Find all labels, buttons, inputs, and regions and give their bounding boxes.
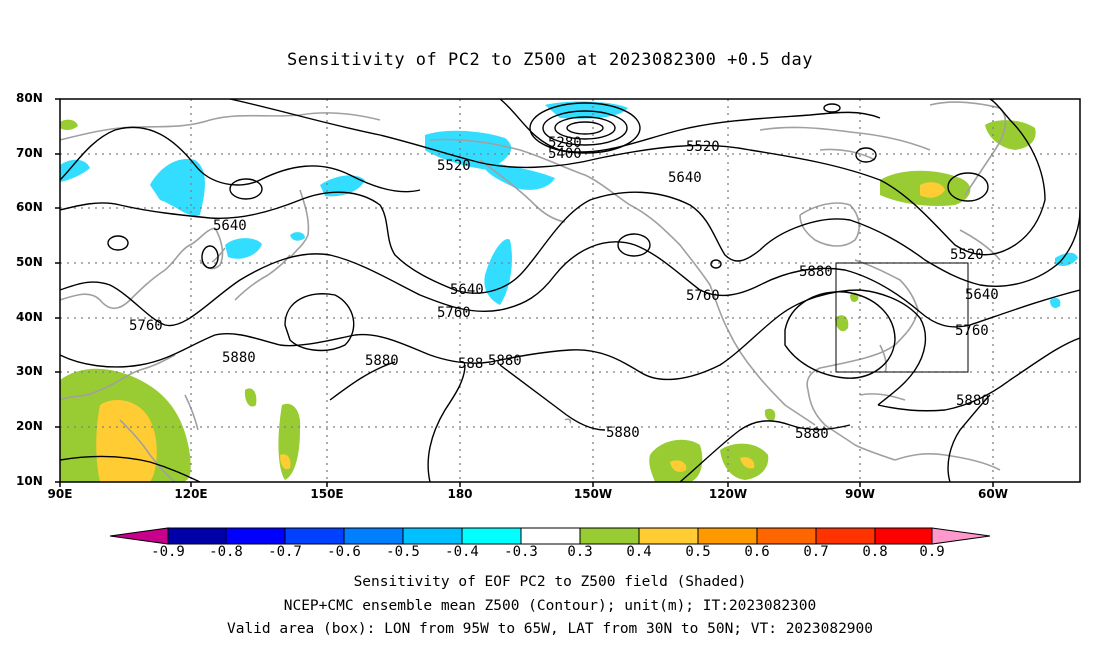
- lon-label: 90W: [845, 487, 875, 501]
- colorbar-cell: [402, 527, 463, 545]
- lat-label: 50N: [16, 255, 43, 269]
- colorbar-label: -0.7: [268, 544, 302, 560]
- colorbar-cell: [874, 527, 933, 545]
- colorbar-cell: [343, 527, 404, 545]
- contour-label: 5520: [950, 247, 984, 263]
- contour-label: 5880: [799, 264, 833, 280]
- colorbar-cell: [756, 527, 817, 545]
- colorbar-cell: [520, 527, 581, 545]
- lat-label: 10N: [16, 474, 43, 488]
- colorbar-cell: [284, 527, 345, 545]
- lat-label: 40N: [16, 310, 43, 324]
- colorbar-cell: [167, 527, 227, 545]
- contour-label: 5640: [965, 287, 999, 303]
- colorbar-label: -0.5: [386, 544, 420, 560]
- contour-label: 5760: [955, 323, 989, 339]
- lat-label: 80N: [16, 91, 43, 105]
- positive-sensitivity-green: [60, 119, 1036, 482]
- negative-sensitivity-areas: [60, 101, 1078, 308]
- lon-label: 90E: [47, 487, 73, 501]
- colorbar-right-arrow: [931, 527, 991, 545]
- contour-label: 5760: [686, 288, 720, 304]
- lat-label: 70N: [16, 146, 43, 160]
- colorbar-cell: [697, 527, 758, 545]
- contour-label: 5760: [437, 305, 471, 321]
- lon-label: 120E: [174, 487, 208, 501]
- lon-label: 60W: [978, 487, 1008, 501]
- colorbar-label: 0.6: [744, 544, 770, 560]
- colorbar-label: 0.8: [862, 544, 888, 560]
- contour-label: 5880: [488, 353, 522, 369]
- colorbar-cell: [579, 527, 640, 545]
- colorbar-label: -0.9: [151, 544, 185, 560]
- colorbar-label: 0.4: [626, 544, 652, 560]
- colorbar-cell: [225, 527, 286, 545]
- colorbar-label: -0.4: [445, 544, 479, 560]
- contour-label: 5400: [548, 146, 582, 162]
- colorbar: [109, 527, 991, 545]
- contour-label: 5280: [548, 135, 582, 151]
- contour-label: 5640: [450, 282, 484, 298]
- colorbar-cell: [815, 527, 876, 545]
- lat-label: 20N: [16, 419, 43, 433]
- lat-label: 60N: [16, 200, 43, 214]
- contour-label: 5520: [686, 139, 720, 155]
- positive-sensitivity-yellow: [96, 182, 945, 482]
- lat-label: 30N: [16, 364, 43, 378]
- contour-label: 5640: [213, 218, 247, 234]
- grid-lines: [60, 99, 1080, 482]
- lon-label: 150W: [573, 487, 613, 501]
- lon-label: 150E: [310, 487, 344, 501]
- caption-line: Valid area (box): LON from 95W to 65W, L…: [226, 621, 873, 637]
- coastlines: [60, 101, 1007, 482]
- colorbar-left-arrow: [109, 527, 169, 545]
- contour-label-group: 5280 5400 5520 5520 5520 5640 5640 5640 …: [129, 135, 999, 442]
- colorbar-label: 0.5: [685, 544, 711, 560]
- contour-label: 5880: [606, 425, 640, 441]
- shaded-sensitivity-layer: [60, 101, 1078, 482]
- lon-label: 120W: [708, 487, 748, 501]
- axis-ticks: [55, 98, 994, 487]
- colorbar-cell: [638, 527, 699, 545]
- contour-label: 5760: [129, 318, 163, 334]
- lon-label: 180: [447, 487, 473, 501]
- contour-label: 5520: [437, 158, 471, 174]
- colorbar-label: 0.3: [567, 544, 593, 560]
- colorbar-label: -0.6: [327, 544, 361, 560]
- colorbar-label: -0.3: [504, 544, 538, 560]
- valid-area-box: [835, 262, 969, 373]
- colorbar-label: 0.9: [919, 544, 945, 560]
- contour-label: 5880: [956, 393, 990, 409]
- contour-label: 5880: [795, 426, 829, 442]
- contour-label: 5640: [668, 170, 702, 186]
- colorbar-label: -0.8: [209, 544, 243, 560]
- colorbar-cell: [461, 527, 522, 545]
- contour-label: 5880: [222, 350, 256, 366]
- contour-label-truncated: 588: [458, 356, 483, 372]
- colorbar-label: 0.7: [803, 544, 829, 560]
- contour-label: 5880: [365, 353, 399, 369]
- caption-line: NCEP+CMC ensemble mean Z500 (Contour); u…: [283, 598, 817, 614]
- caption-line: Sensitivity of EOF PC2 to Z500 field (Sh…: [353, 574, 747, 590]
- map-border: [59, 98, 1081, 483]
- map-title: Sensitivity of PC2 to Z500 at 2023082300…: [286, 50, 813, 70]
